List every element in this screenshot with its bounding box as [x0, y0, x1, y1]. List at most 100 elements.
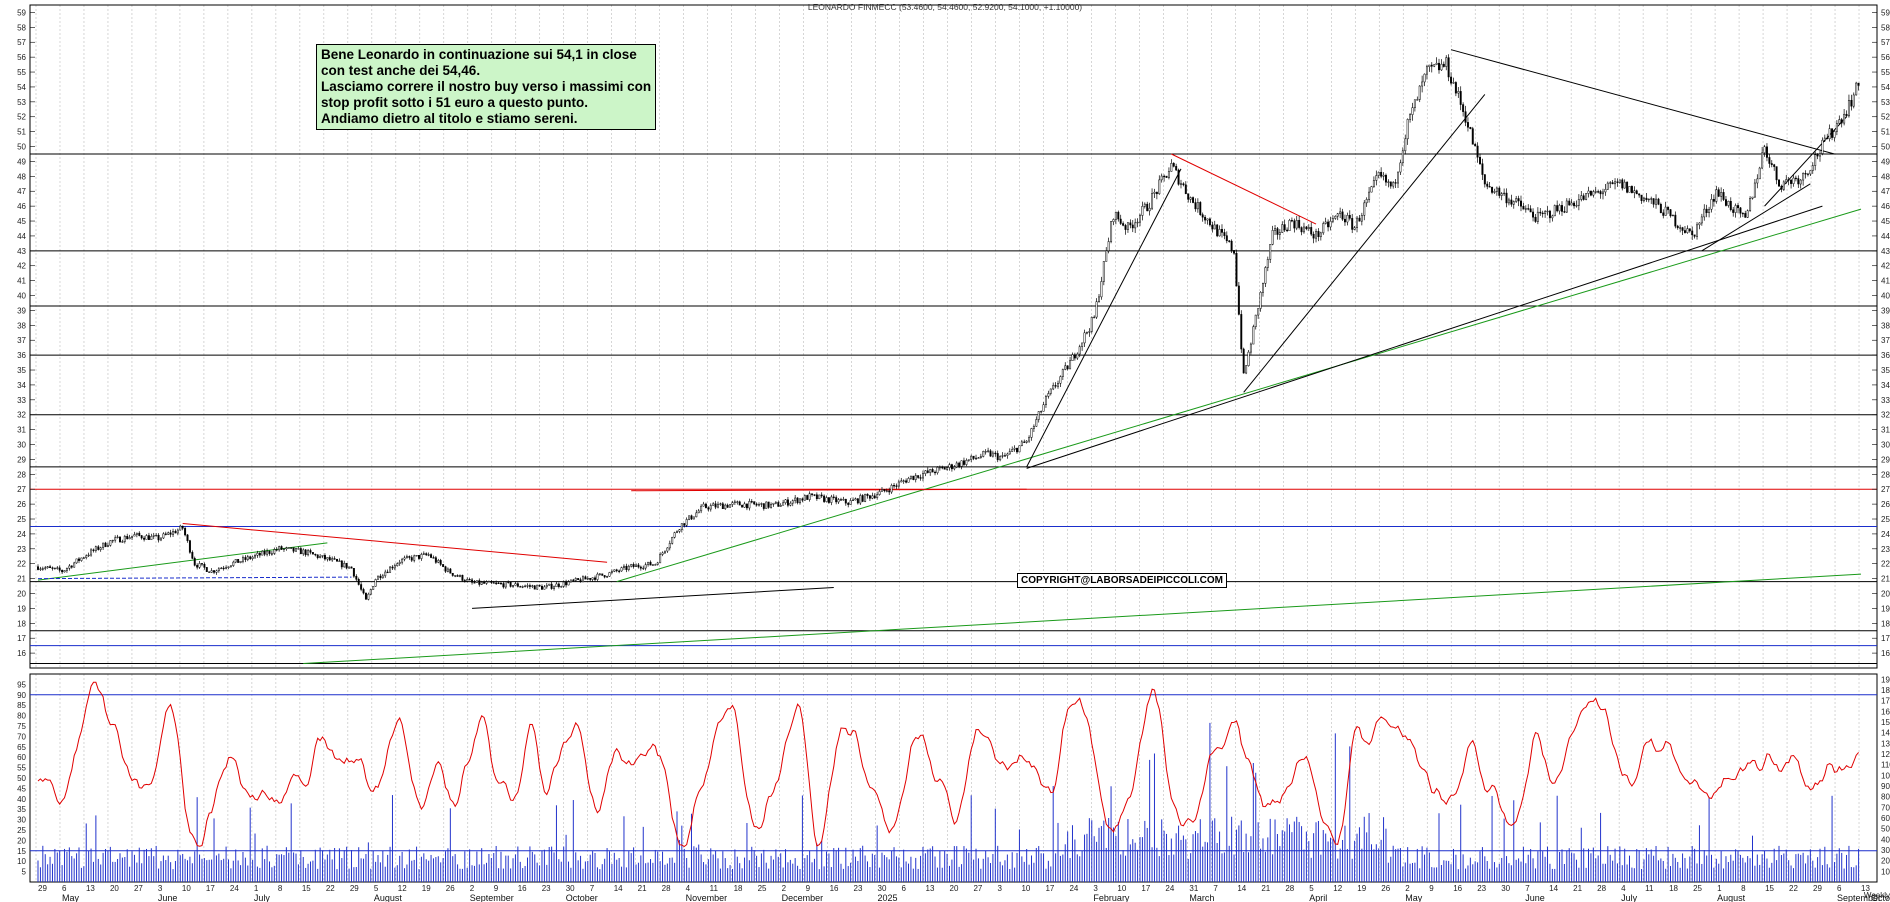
candle-body	[579, 579, 582, 583]
candle-body	[586, 577, 589, 580]
candle-body	[1416, 99, 1419, 101]
candle-body	[842, 498, 845, 501]
candle-body	[205, 567, 208, 572]
candle-body	[285, 547, 288, 550]
candle-body	[553, 586, 556, 589]
candle-body	[680, 523, 683, 530]
candle-body	[755, 503, 758, 506]
candle-body	[1792, 177, 1795, 184]
candle-body	[155, 534, 158, 537]
x-day-label: 1	[1717, 884, 1722, 893]
candle-body	[1259, 291, 1262, 309]
candle-body	[483, 581, 486, 584]
volume-tick-label: 2000	[1881, 857, 1890, 866]
candle-body	[1481, 163, 1484, 175]
candle-body	[1032, 426, 1035, 429]
candle-body	[176, 529, 179, 534]
candle-body	[70, 565, 73, 568]
candle-body	[430, 554, 433, 558]
candle-body	[1124, 225, 1127, 230]
candle-body	[888, 490, 891, 493]
osc-tick-label: 50	[17, 774, 26, 783]
candle-body	[1249, 343, 1252, 353]
candle-body	[147, 535, 150, 540]
candle-body	[1221, 229, 1223, 233]
candle-body	[437, 560, 440, 563]
x-day-label: 9	[806, 884, 811, 893]
candle-body	[690, 515, 693, 520]
x-day-label: 4	[686, 884, 691, 893]
candle-body	[1119, 218, 1122, 224]
candle-body	[1201, 214, 1204, 218]
x-day-label: 3	[997, 884, 1002, 893]
candle-body	[929, 469, 932, 473]
candle-body	[1334, 215, 1337, 219]
candle-body	[625, 565, 628, 570]
y-tick-label-right: 36	[1881, 351, 1890, 360]
candle-body	[1705, 208, 1708, 214]
candle-body	[1262, 283, 1264, 293]
candle-body	[304, 549, 307, 556]
candle-body	[1688, 228, 1691, 232]
y-tick-label-right: 38	[1881, 321, 1890, 330]
candle-body	[374, 579, 377, 587]
candle-body	[543, 586, 546, 590]
candle-body	[1592, 191, 1595, 196]
candle-body	[239, 560, 242, 563]
y-tick-label-left: 30	[17, 441, 26, 450]
candle-body	[152, 535, 155, 537]
volume-tick-label: 4000	[1881, 835, 1890, 844]
candle-body	[143, 537, 146, 540]
candle-body	[1008, 451, 1011, 455]
candle-body	[1539, 211, 1542, 214]
candle-body	[403, 557, 406, 560]
y-tick-label-right: 37	[1881, 336, 1890, 345]
candle-body	[1235, 252, 1238, 287]
candle-body	[1662, 212, 1665, 216]
candle-body	[1257, 308, 1260, 316]
candle-body	[1835, 123, 1838, 132]
candle-body	[1425, 66, 1428, 75]
osc-tick-label: 5	[22, 868, 27, 877]
candle-body	[1826, 137, 1829, 140]
candle-body	[1828, 128, 1831, 140]
candle-body	[1681, 227, 1684, 231]
candle-body	[258, 552, 261, 556]
candle-body	[1850, 99, 1853, 107]
x-day-label: 16	[518, 884, 527, 893]
candle-body	[256, 552, 259, 556]
candle-body	[1003, 455, 1006, 457]
candle-body	[762, 503, 765, 509]
x-day-label: 26	[1381, 884, 1390, 893]
candle-body	[1609, 182, 1612, 184]
volume-tick-label: 15000	[1881, 718, 1890, 727]
x-day-label: 30	[878, 884, 887, 893]
candle-body	[80, 557, 83, 561]
candle-body	[606, 576, 609, 578]
x-day-label: 14	[1549, 884, 1558, 893]
y-tick-label-right: 54	[1881, 83, 1890, 92]
candle-body	[644, 564, 647, 569]
candle-body	[854, 498, 857, 501]
candle-body	[1797, 178, 1800, 185]
candle-body	[1438, 62, 1440, 71]
candle-body	[140, 535, 143, 539]
candle-body	[724, 504, 727, 510]
candle-body	[1370, 186, 1373, 193]
candle-body	[1756, 178, 1759, 184]
y-tick-label-right: 45	[1881, 217, 1890, 226]
candle-body	[179, 525, 182, 531]
candle-body	[415, 555, 418, 557]
candle-body	[1134, 222, 1137, 229]
candle-body	[881, 489, 883, 492]
candle-body	[1479, 156, 1481, 164]
candle-body	[275, 549, 278, 551]
candle-body	[806, 495, 809, 500]
candle-body	[719, 503, 722, 505]
candle-body	[1447, 57, 1450, 78]
candle-body	[815, 494, 818, 500]
candle-body	[1177, 169, 1180, 185]
candle-body	[1023, 441, 1026, 443]
candle-body	[1594, 191, 1597, 193]
